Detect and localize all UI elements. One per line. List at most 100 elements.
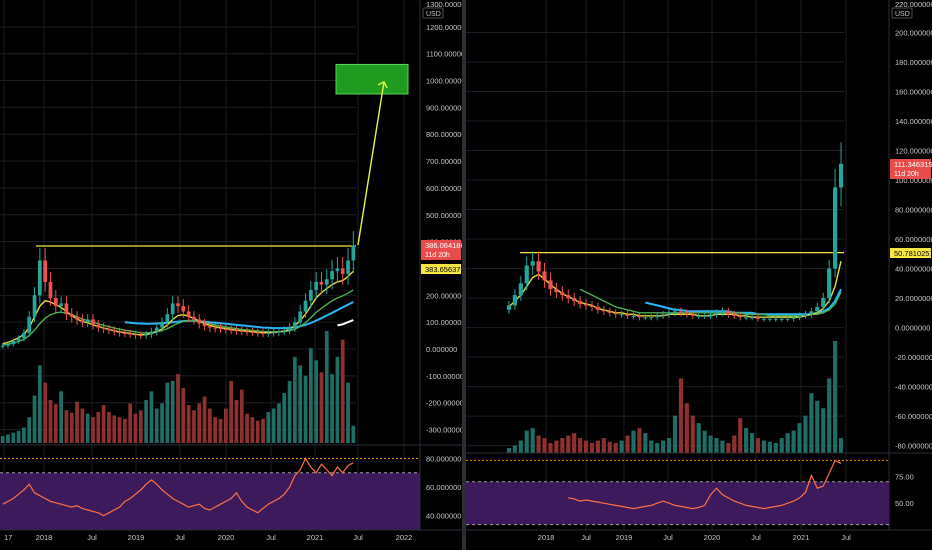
- candle: [755, 317, 761, 319]
- candle: [123, 332, 127, 334]
- candle: [287, 327, 292, 331]
- volume-bar: [542, 438, 547, 453]
- volume-bar: [96, 411, 101, 443]
- volume-bar: [809, 393, 814, 453]
- volume-bar: [245, 413, 249, 443]
- left-chart-svg[interactable]: 1200.000000 1100.000000 1000.000000 900.000…: [0, 0, 462, 550]
- candle: [133, 334, 138, 336]
- volume-bar: [750, 433, 755, 453]
- candle: [542, 271, 547, 281]
- volume-bar: [202, 396, 207, 443]
- candle: [601, 309, 606, 312]
- last-price-label: 386.064186: [425, 241, 462, 250]
- candle: [583, 303, 589, 306]
- candle: [595, 306, 600, 310]
- candle: [548, 280, 553, 290]
- volume-bar: [160, 403, 164, 443]
- currency-label: USD: [895, 11, 910, 18]
- volume-bar: [821, 408, 826, 453]
- pane-divider[interactable]: [462, 0, 466, 550]
- price-tick-label: 500.000000: [426, 211, 462, 220]
- volume-bar: [595, 440, 600, 453]
- volume-bar: [702, 430, 707, 453]
- volume-bar: [324, 331, 329, 443]
- volume-bar: [261, 418, 265, 443]
- rsi-band: [466, 481, 889, 525]
- currency-box: [891, 7, 913, 19]
- volume-bar: [80, 408, 85, 443]
- right-chart-svg[interactable]: 200.0000000 180.0000000 160.0000000 140.000…: [466, 0, 932, 550]
- volume-bar: [101, 405, 106, 443]
- rsi-tick-label: 80.000000: [426, 454, 461, 463]
- time-tick-label: 2018: [538, 533, 555, 542]
- volume-bar: [308, 348, 313, 443]
- time-tick-label: Jul: [175, 533, 185, 542]
- volume-bar: [518, 440, 523, 453]
- volume-bar: [69, 412, 74, 443]
- volume-bar: [271, 408, 276, 443]
- candle: [678, 311, 684, 313]
- volume-bar: [625, 435, 630, 453]
- volume-bar: [797, 423, 802, 453]
- volume-bar: [149, 391, 154, 443]
- volume-bar: [250, 417, 255, 443]
- candle: [518, 283, 523, 296]
- candle: [16, 338, 21, 341]
- candle: [266, 332, 271, 334]
- price-tick-label: 140.0000000: [895, 117, 932, 126]
- volume-bar: [223, 408, 228, 443]
- last-price-tag: [421, 240, 461, 260]
- candle: [684, 312, 689, 315]
- candle: [197, 319, 202, 324]
- volume-bar: [791, 430, 796, 453]
- volume-bar: [649, 440, 654, 453]
- rsi-tick-label: 40.000000: [426, 512, 461, 521]
- candle: [170, 303, 175, 315]
- candle: [308, 289, 313, 301]
- price-tick-label: -20.0000000: [895, 353, 932, 362]
- volume-bar: [346, 382, 350, 443]
- candle: [154, 327, 159, 332]
- candle: [833, 187, 838, 269]
- left-chart-pane[interactable]: 1200.000000 1100.000000 1000.000000 900.000…: [0, 0, 462, 550]
- candle: [176, 303, 180, 307]
- volume-bar: [277, 403, 281, 443]
- candle: [11, 340, 16, 345]
- volume-bar: [27, 417, 32, 443]
- candle: [181, 306, 186, 312]
- candle: [303, 300, 308, 312]
- candle: [48, 281, 53, 299]
- volume-bar: [696, 423, 701, 453]
- volume-bar: [726, 443, 731, 453]
- price-top-label: 220.0000000: [895, 0, 932, 9]
- candle: [202, 323, 207, 327]
- price-tick-label: -40.0000000: [895, 383, 932, 392]
- volume-bar: [708, 435, 713, 453]
- volume-bar: [32, 395, 37, 443]
- candle: [732, 314, 737, 316]
- volume-bar: [53, 404, 58, 443]
- candle: [827, 268, 832, 299]
- candle: [690, 314, 695, 316]
- price-tick-label: 40.0000000: [895, 265, 932, 274]
- candle: [282, 330, 287, 332]
- price-tick-label: 0.0000000: [895, 324, 930, 333]
- volume-bar: [6, 434, 10, 443]
- candle: [351, 245, 356, 261]
- volume-bar: [779, 438, 784, 453]
- price-tick-label: 0.000000: [426, 345, 457, 354]
- currency-label: USD: [426, 11, 441, 18]
- volume-bar: [666, 438, 672, 453]
- volume-bar: [37, 365, 42, 443]
- time-tick-label: Jul: [841, 533, 851, 542]
- resistance-tag: [421, 264, 461, 274]
- candle: [619, 314, 624, 316]
- volume-bar: [815, 400, 820, 453]
- price-tick-label: 100.000000: [426, 318, 462, 327]
- rsi-line: [2, 457, 354, 517]
- volume-bar: [319, 372, 324, 443]
- volume-bar: [330, 374, 334, 443]
- candle: [714, 312, 719, 315]
- right-chart-pane[interactable]: 200.0000000 180.0000000 160.0000000 140.000…: [466, 0, 932, 550]
- volume-bar: [613, 443, 618, 453]
